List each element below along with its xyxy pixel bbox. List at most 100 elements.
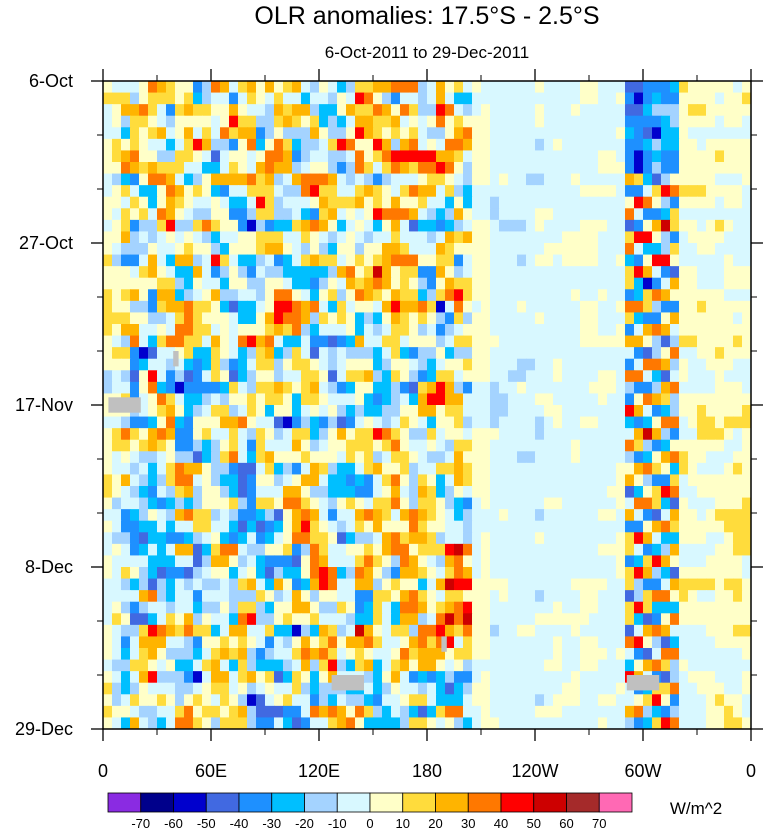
field-cell [481, 671, 491, 684]
field-cell [454, 613, 464, 626]
field-cell [499, 624, 509, 638]
field-cell [427, 254, 437, 267]
field-cell [436, 196, 446, 209]
field-cell [166, 509, 176, 522]
field-cell [553, 428, 563, 441]
field-cell [184, 162, 194, 175]
field-cell [409, 613, 419, 626]
field-cell [337, 648, 347, 661]
field-cell [643, 648, 653, 661]
field-cell [463, 555, 473, 568]
field-cell [616, 219, 626, 233]
field-cell [382, 104, 392, 117]
field-cell [130, 648, 140, 661]
field-cell [400, 636, 410, 649]
field-cell [463, 601, 473, 614]
field-cell [517, 231, 527, 244]
field-cell [112, 289, 122, 302]
field-cell [337, 104, 347, 117]
field-cell [121, 219, 131, 233]
field-cell [130, 324, 140, 337]
field-cell [283, 636, 293, 649]
field-cell [508, 717, 518, 729]
field-cell [553, 324, 563, 337]
field-cell [166, 428, 176, 441]
field-cell [616, 497, 626, 510]
field-cell [724, 162, 734, 175]
field-cell [400, 370, 410, 383]
field-cell [553, 208, 563, 221]
field-cell [499, 92, 509, 105]
field-cell [661, 717, 671, 729]
field-cell [301, 254, 311, 267]
field-cell [499, 277, 509, 290]
field-cell [265, 347, 275, 360]
field-cell [652, 509, 662, 522]
field-cell [364, 127, 374, 140]
field-cell [553, 705, 563, 719]
field-cell [355, 231, 365, 244]
field-cell [508, 370, 518, 383]
field-cell [436, 393, 446, 406]
field-cell [220, 717, 230, 729]
field-cell [373, 254, 383, 267]
field-cell [454, 659, 464, 672]
field-cell [238, 312, 248, 325]
field-cell [157, 92, 167, 105]
field-cell [148, 694, 158, 707]
field-cell [472, 601, 482, 614]
field-cell [121, 462, 131, 476]
field-cell [310, 671, 320, 684]
field-cell [634, 474, 644, 487]
field-cell [391, 185, 401, 198]
field-cell [328, 509, 338, 522]
field-cell [211, 104, 221, 117]
field-cell [112, 509, 122, 522]
field-cell [148, 312, 158, 325]
field-cell [283, 717, 293, 729]
field-cell [292, 613, 302, 626]
field-cell [292, 300, 302, 314]
field-cell [472, 92, 482, 105]
field-cell [202, 243, 212, 256]
field-cell [589, 162, 599, 175]
field-cell [184, 659, 194, 672]
field-cell [634, 578, 644, 591]
field-cell [274, 416, 284, 429]
field-cell [238, 509, 248, 522]
field-cell [679, 717, 689, 729]
colorbar-swatch [205, 792, 240, 813]
field-cell [319, 231, 329, 244]
field-cell [220, 624, 230, 638]
field-cell [724, 428, 734, 441]
field-cell [562, 127, 572, 140]
field-cell [715, 543, 725, 557]
field-cell [103, 138, 113, 152]
field-cell [715, 717, 725, 729]
field-cell [148, 127, 158, 140]
field-cell [616, 578, 626, 591]
field-cell [229, 393, 239, 406]
field-cell [157, 208, 167, 221]
colorbar-label: 0 [366, 816, 373, 830]
field-cell [508, 451, 518, 464]
field-cell [283, 624, 293, 638]
field-cell [229, 439, 239, 452]
field-cell [634, 324, 644, 337]
field-cell [697, 335, 707, 348]
field-cell [517, 590, 527, 603]
field-cell [517, 289, 527, 302]
field-cell [256, 219, 266, 233]
field-cell [526, 671, 536, 684]
field-cell [598, 428, 608, 441]
field-cell [355, 405, 365, 418]
field-cell [661, 624, 671, 638]
field-cell [499, 439, 509, 452]
field-cell [220, 324, 230, 337]
field-cell [310, 659, 320, 672]
field-cell [589, 150, 599, 163]
field-cell [526, 543, 536, 557]
field-cell [202, 92, 212, 105]
field-cell [310, 358, 320, 371]
field-cell [256, 509, 266, 522]
